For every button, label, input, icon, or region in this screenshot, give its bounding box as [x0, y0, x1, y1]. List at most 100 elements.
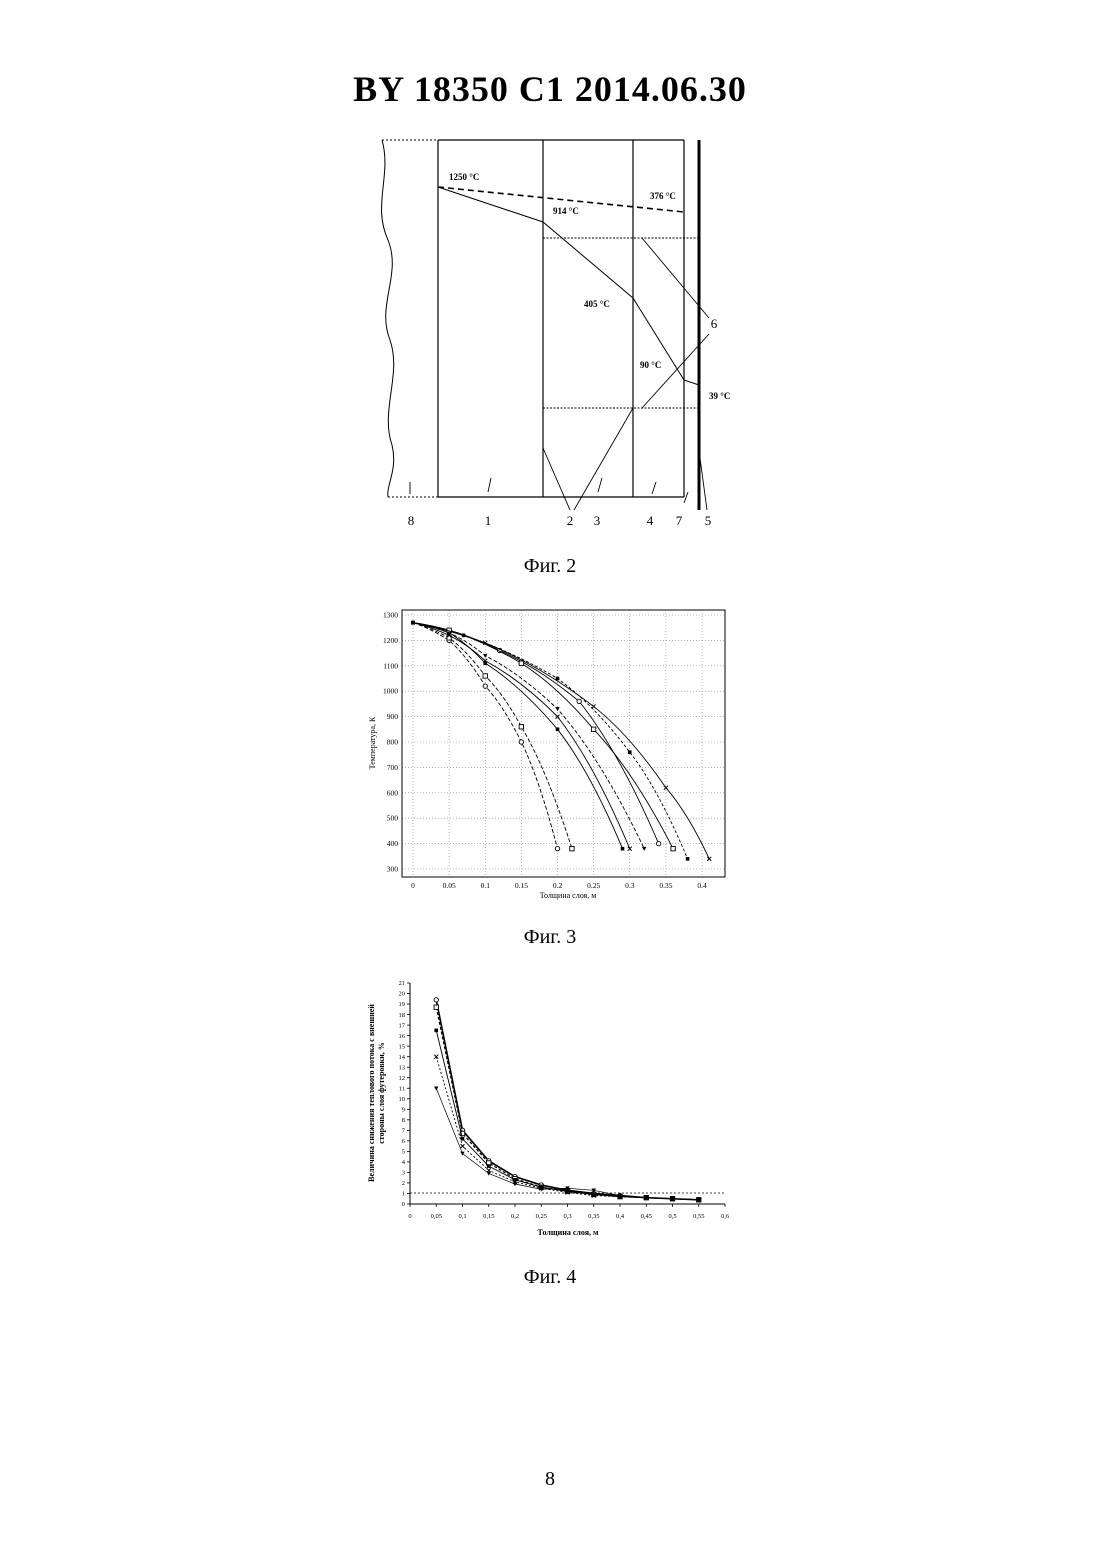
figure-4-y-tick: 4	[402, 1159, 406, 1166]
figure-4-y-tick: 10	[399, 1096, 406, 1103]
figure-3-caption: Фиг. 3	[0, 926, 1100, 949]
figure-4-x-tick: 0,45	[641, 1213, 652, 1220]
figure-4-x-tick: 0,4	[616, 1213, 625, 1220]
figure-3-point	[671, 846, 675, 850]
figure-4-point	[487, 1172, 491, 1176]
figure-3-series-line	[413, 623, 709, 859]
figure-4-ylabel-line2: стороны слоя футеровки, %	[377, 1042, 386, 1144]
temp-label-90: 90 °C	[640, 360, 661, 370]
figure-3-point	[686, 857, 690, 861]
figure-4-point	[434, 1005, 438, 1009]
part-label-4: 4	[647, 513, 654, 528]
figure-4-x-tick: 0,15	[483, 1213, 494, 1220]
figure-3-frame	[402, 610, 725, 877]
figure-4-series-line	[436, 1057, 699, 1200]
figure-3-x-tick: 0.35	[659, 881, 672, 890]
figure-3-y-tick: 600	[387, 788, 399, 797]
figure-4-y-tick: 15	[399, 1043, 406, 1050]
figure-3-x-tick: 0.3	[625, 881, 635, 890]
figure-3-xlabel: Толщина слоя, м	[540, 891, 597, 900]
figure-4-y-tick: 17	[399, 1022, 406, 1029]
figure-3-point	[656, 841, 660, 845]
temp-label-914: 914 °C	[553, 206, 579, 216]
figure-3-ticks: 00.050.10.150.20.250.30.350.430040050060…	[383, 611, 707, 891]
figure-4-y-tick: 0	[402, 1201, 405, 1208]
figure-4-x-tick: 0,05	[431, 1213, 442, 1220]
figure-3-point	[483, 654, 487, 658]
figure-3-y-tick: 1300	[383, 611, 398, 620]
figure-3-series-line	[413, 623, 673, 849]
figure-4-y-tick: 14	[399, 1054, 406, 1061]
figure-3-point	[519, 661, 523, 665]
figure-4-y-tick: 20	[399, 991, 406, 998]
figure-3-y-tick: 700	[387, 763, 399, 772]
figure-4-y-tick: 12	[399, 1075, 406, 1082]
figure-4-y-tick: 2	[402, 1180, 405, 1187]
figure-3-point	[519, 740, 523, 744]
figure-4-y-tick: 1	[402, 1191, 405, 1198]
figure-2-diagram: 1250 °C 376 °C 914 °C 405 °C 90 °C 39 °C…	[360, 130, 750, 535]
figure-3-x-tick: 0.25	[587, 881, 600, 890]
figure-3-point	[642, 847, 646, 851]
part-label-3: 3	[594, 513, 601, 528]
part-label-8: 8	[408, 513, 415, 528]
figure-4-point	[434, 1086, 438, 1090]
figure-4-xlabel: Толщина слоя, м	[538, 1228, 600, 1237]
figure-3-point	[592, 704, 596, 708]
figure-3-x-tick: 0.15	[515, 881, 528, 890]
figure-3-series	[411, 621, 711, 861]
figure-4-y-tick: 5	[402, 1149, 405, 1156]
part-label-6: 6	[711, 316, 718, 331]
figure-3-point	[707, 857, 711, 861]
figure-4-chart: 00,050,10,150,20,250,30,350,40,450,50,55…	[360, 975, 740, 1240]
figure-3-point	[483, 684, 487, 688]
page-number: 8	[0, 1468, 1100, 1491]
figure-2-caption: Фиг. 2	[0, 555, 1100, 578]
figure-4-ticks: 00,050,10,150,20,250,30,350,40,450,50,55…	[399, 980, 730, 1220]
figure-4-series	[434, 998, 701, 1202]
figure-4-point	[461, 1144, 465, 1148]
figure-3-y-tick: 1000	[383, 687, 398, 696]
figure-3-y-tick: 500	[387, 814, 399, 823]
figure-4-y-tick: 7	[402, 1128, 406, 1135]
part-label-2: 2	[567, 513, 574, 528]
figure-3-chart: 00.050.10.150.20.250.30.350.430040050060…	[360, 600, 740, 905]
patent-header: BY 18350 C1 2014.06.30	[0, 68, 1100, 110]
figure-3-point	[664, 786, 668, 790]
figure-4-x-tick: 0,6	[721, 1213, 730, 1220]
figure-4-point	[461, 1137, 465, 1141]
figure-4-y-tick: 6	[402, 1138, 406, 1145]
figure-3-series-line	[413, 623, 644, 849]
figure-4-point	[434, 998, 438, 1002]
figure-4-caption: Фиг. 4	[0, 1266, 1100, 1289]
temp-label-405: 405 °C	[584, 299, 610, 309]
temp-label-39: 39 °C	[709, 391, 730, 401]
figure-4-y-tick: 3	[402, 1170, 405, 1177]
figure-3-x-tick: 0.4	[697, 881, 707, 890]
figure-3-series-line	[413, 623, 659, 844]
figure-3-point	[519, 725, 523, 729]
part-label-7: 7	[676, 513, 683, 528]
figure-4-series-line	[436, 1007, 699, 1200]
figure-4-x-tick: 0	[408, 1213, 411, 1220]
figure-3-x-tick: 0	[411, 881, 415, 890]
figure-4-y-tick: 21	[399, 980, 406, 987]
figure-4-series-line	[436, 1000, 699, 1200]
figure-3-x-tick: 0.1	[481, 881, 491, 890]
figure-3-x-tick: 0.05	[443, 881, 456, 890]
figure-3-point	[577, 699, 581, 703]
figure-3-point	[570, 846, 574, 850]
figure-3-origin-point	[411, 621, 415, 625]
figure-4-x-tick: 0,3	[563, 1213, 571, 1220]
figure-4-x-tick: 0,35	[588, 1213, 599, 1220]
figure-3-y-tick: 900	[387, 712, 399, 721]
figure-4-point	[487, 1164, 491, 1168]
figure-4-series-line	[436, 1088, 699, 1200]
figure-3-point	[555, 846, 559, 850]
figure-4-y-tick: 19	[399, 1001, 406, 1008]
figure-3-point	[556, 728, 560, 732]
figure-3-grid	[402, 610, 725, 877]
part-label-1: 1	[485, 513, 492, 528]
temp-label-1250: 1250 °C	[449, 172, 479, 182]
temp-label-376: 376 °C	[650, 191, 676, 201]
